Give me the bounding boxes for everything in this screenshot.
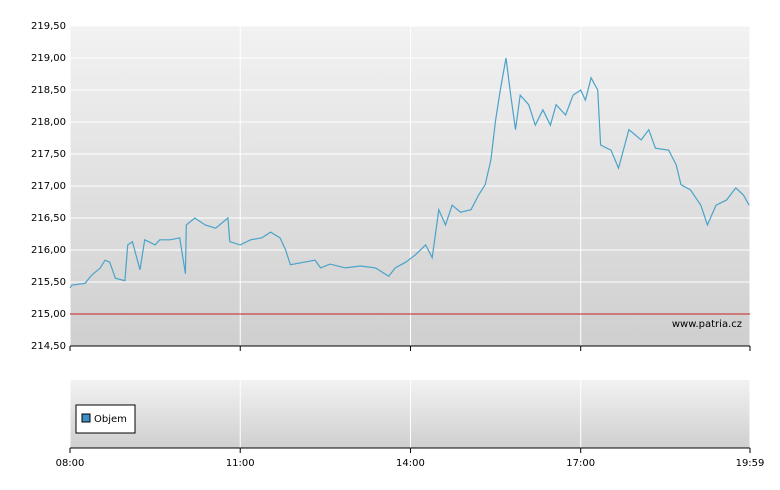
y-tick-label: 215,50 bbox=[31, 277, 66, 288]
marks bbox=[69, 57, 750, 315]
legend-swatch bbox=[81, 413, 91, 423]
y-tick-label: 215,00 bbox=[31, 309, 66, 320]
legend: Objem bbox=[75, 404, 136, 434]
y-tick-label: 217,00 bbox=[31, 181, 66, 192]
y-tick-label: 218,00 bbox=[31, 117, 66, 128]
legend-label: Objem bbox=[94, 414, 127, 425]
grid bbox=[69, 25, 751, 453]
y-tick-label: 216,00 bbox=[31, 245, 66, 256]
x-tick-label: 08:00 bbox=[56, 458, 85, 469]
x-tick-label: 17:00 bbox=[566, 458, 595, 469]
x-tick-label: 11:00 bbox=[226, 458, 255, 469]
y-tick-label: 216,50 bbox=[31, 213, 66, 224]
y-tick-label: 218,50 bbox=[31, 85, 66, 96]
y-tick-label: 219,50 bbox=[31, 21, 66, 32]
y-tick-label: 219,00 bbox=[31, 53, 66, 64]
x-tick-label: 19:59 bbox=[736, 458, 765, 469]
x-tick-label: 14:00 bbox=[396, 458, 425, 469]
y-tick-label: 214,50 bbox=[31, 341, 66, 352]
y-tick-label: 217,50 bbox=[31, 149, 66, 160]
price-line bbox=[69, 57, 750, 289]
legend-box bbox=[75, 404, 136, 434]
watermark: www.patria.cz bbox=[672, 319, 742, 330]
